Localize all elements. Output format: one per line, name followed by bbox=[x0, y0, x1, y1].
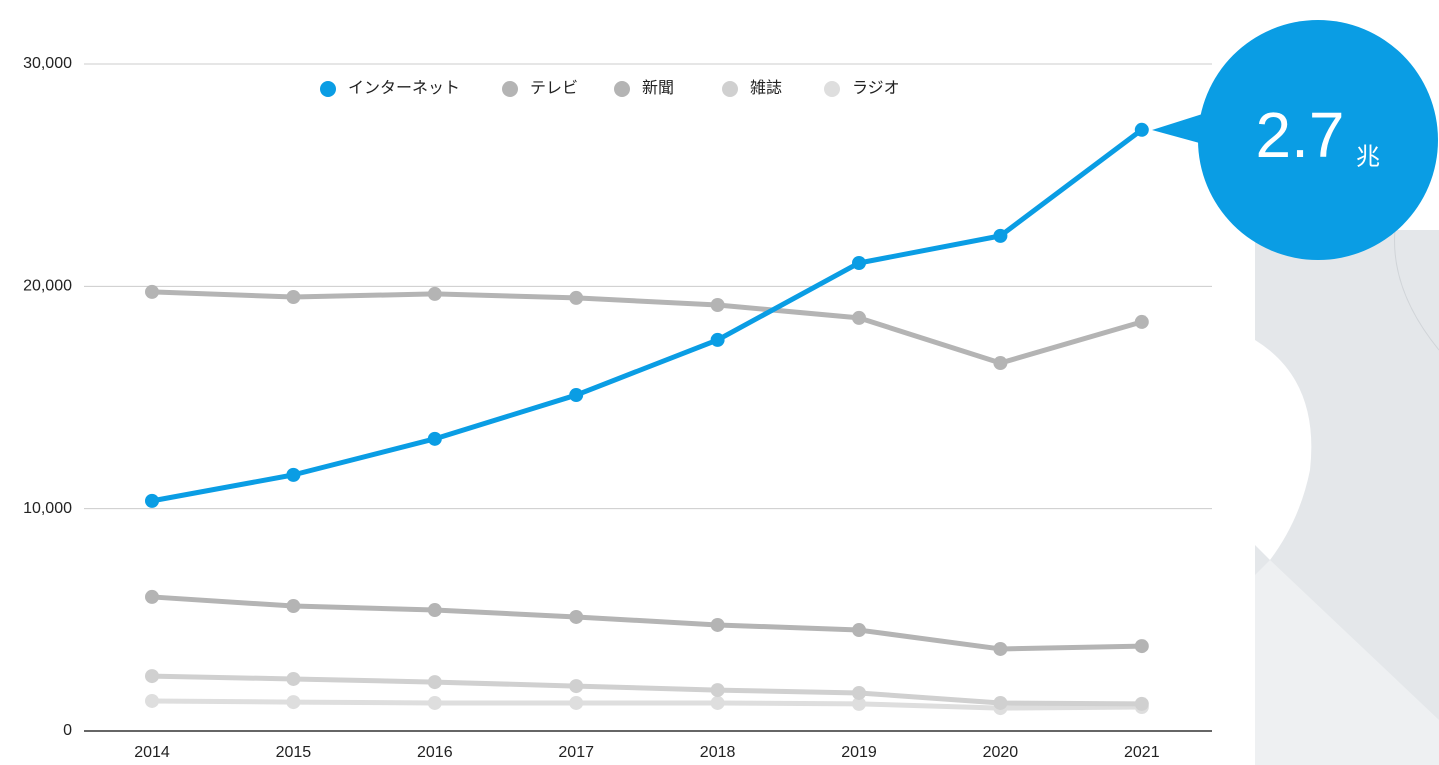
x-tick-label: 2017 bbox=[558, 744, 594, 761]
legend-label: 雑誌 bbox=[750, 79, 782, 97]
y-tick-label: 30,000 bbox=[23, 55, 72, 72]
y-tick-label: 20,000 bbox=[23, 278, 72, 295]
data-point bbox=[286, 672, 300, 686]
x-tick-label: 2018 bbox=[700, 744, 736, 761]
data-point bbox=[711, 298, 725, 312]
data-point bbox=[145, 590, 159, 604]
data-point bbox=[286, 599, 300, 613]
y-tick-label: 10,000 bbox=[23, 500, 72, 517]
data-point bbox=[428, 675, 442, 689]
legend-item: テレビ bbox=[502, 79, 578, 97]
series-line bbox=[152, 130, 1142, 501]
data-point bbox=[711, 333, 725, 347]
chart: 0 10,000 20,000 30,000 2014 2015 2016 2017 2018 2… bbox=[0, 0, 1439, 765]
callout-value: 2.7 bbox=[1256, 99, 1345, 171]
data-point bbox=[852, 686, 866, 700]
legend-item: インターネット bbox=[320, 79, 460, 97]
data-point bbox=[145, 494, 159, 508]
legend-marker bbox=[320, 81, 336, 97]
data-point bbox=[711, 683, 725, 697]
data-point bbox=[1135, 123, 1149, 137]
plot-area: 0 10,000 20,000 30,000 2014 2015 2016 2017 2018 2… bbox=[23, 55, 1212, 761]
data-point bbox=[993, 229, 1007, 243]
data-point bbox=[286, 695, 300, 709]
legend-marker bbox=[722, 81, 738, 97]
legend-marker bbox=[824, 81, 840, 97]
data-point bbox=[569, 388, 583, 402]
x-tick-label: 2016 bbox=[417, 744, 453, 761]
data-point bbox=[428, 603, 442, 617]
x-tick-label: 2015 bbox=[276, 744, 312, 761]
legend-marker bbox=[614, 81, 630, 97]
legend-item: 新聞 bbox=[614, 79, 674, 97]
data-point bbox=[569, 291, 583, 305]
legend-marker bbox=[502, 81, 518, 97]
legend-label: ラジオ bbox=[852, 80, 900, 97]
series-line bbox=[152, 292, 1142, 363]
callout-unit: 兆 bbox=[1356, 143, 1380, 170]
data-point bbox=[1135, 639, 1149, 653]
data-point bbox=[711, 696, 725, 710]
legend-item: 雑誌 bbox=[722, 79, 782, 97]
data-point bbox=[993, 642, 1007, 656]
data-point bbox=[993, 696, 1007, 710]
data-point bbox=[1135, 697, 1149, 711]
data-point bbox=[569, 679, 583, 693]
x-tick-label: 2021 bbox=[1124, 744, 1160, 761]
data-point bbox=[569, 696, 583, 710]
data-point bbox=[286, 290, 300, 304]
data-point bbox=[993, 356, 1007, 370]
data-point bbox=[852, 311, 866, 325]
legend-item: ラジオ bbox=[824, 80, 900, 97]
data-point bbox=[428, 287, 442, 301]
legend-label: テレビ bbox=[530, 79, 578, 97]
data-point bbox=[569, 610, 583, 624]
x-tick-label: 2019 bbox=[841, 744, 877, 761]
data-point bbox=[145, 669, 159, 683]
data-point bbox=[852, 256, 866, 270]
background-decoration bbox=[1255, 230, 1439, 765]
y-tick-label: 0 bbox=[63, 722, 72, 739]
data-point bbox=[1135, 315, 1149, 329]
data-point bbox=[286, 468, 300, 482]
legend-label: インターネット bbox=[348, 79, 460, 97]
data-point bbox=[428, 432, 442, 446]
series-line bbox=[152, 597, 1142, 649]
data-point bbox=[852, 623, 866, 637]
callout: 2.7 兆 bbox=[1152, 20, 1438, 260]
data-point bbox=[711, 618, 725, 632]
legend-label: 新聞 bbox=[642, 79, 674, 97]
data-point bbox=[145, 694, 159, 708]
data-point bbox=[145, 285, 159, 299]
x-tick-label: 2020 bbox=[983, 744, 1019, 761]
data-point bbox=[428, 696, 442, 710]
x-tick-label: 2014 bbox=[134, 744, 170, 761]
